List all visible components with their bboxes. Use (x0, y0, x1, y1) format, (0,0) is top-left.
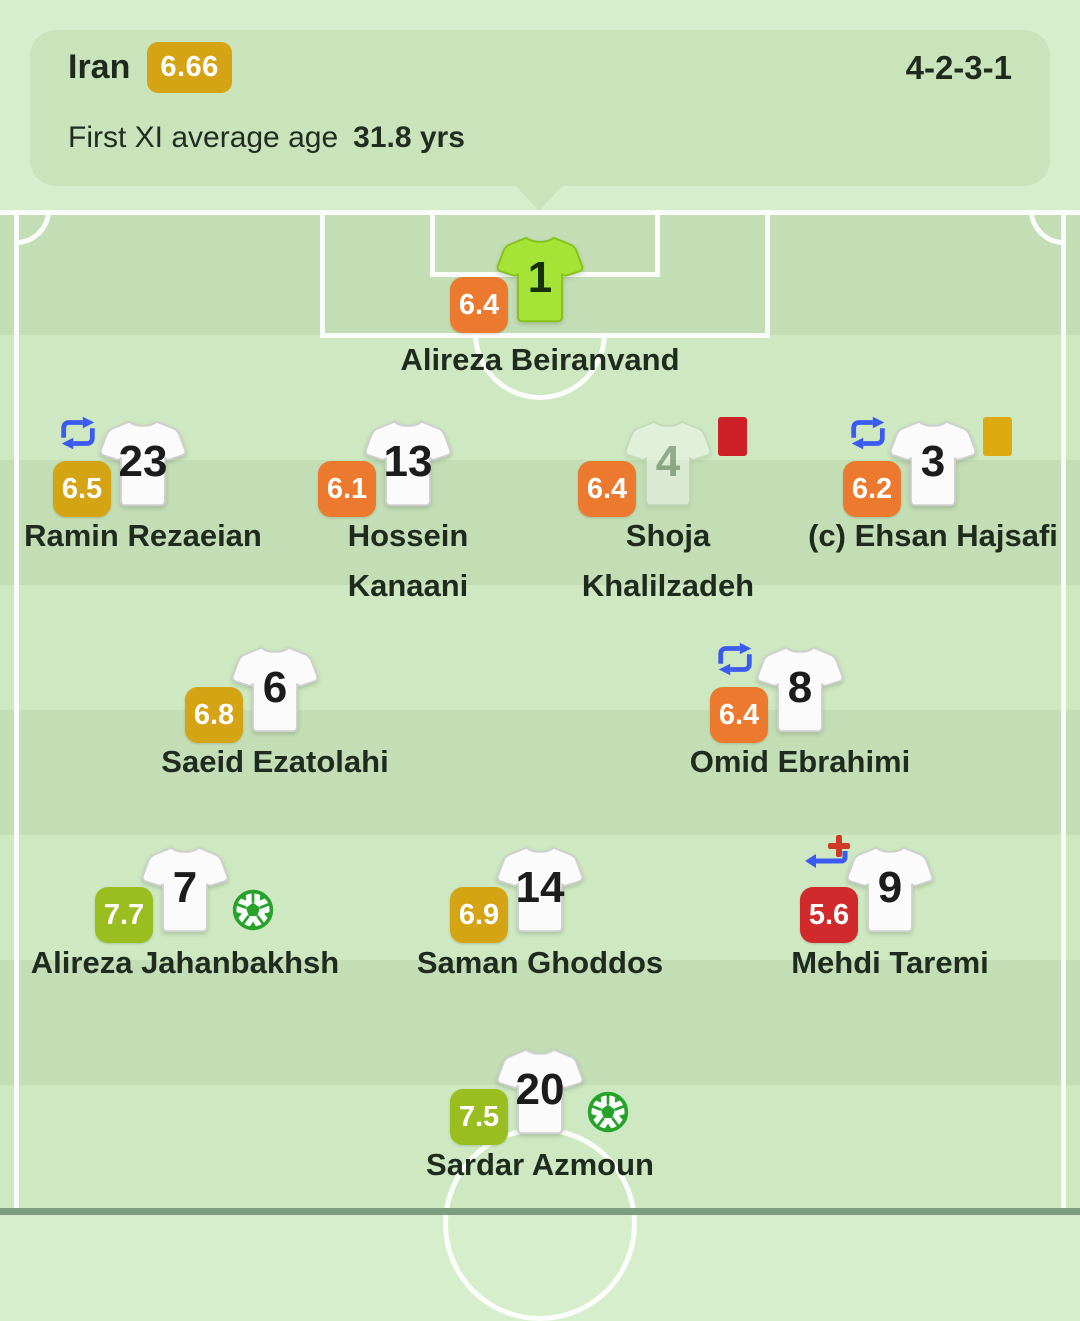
jersey-icon: 8 (756, 646, 844, 733)
player-name: Alireza Beiranvand (400, 342, 680, 377)
goal-ball-icon (587, 1091, 629, 1133)
substitution-icon (718, 642, 752, 676)
player-name: Omid Ebrahimi (689, 744, 911, 779)
player[interactable]: 6.9 14 Saman Ghoddos (370, 843, 710, 1058)
left-touchline (14, 210, 19, 1215)
average-age-label: First XI average age (68, 121, 339, 154)
rating-badge: 7.7 (95, 887, 153, 943)
rating-badge: 6.4 (710, 687, 768, 743)
player[interactable]: 6.4 4 Shoja Khalilzadeh (498, 417, 838, 632)
jersey-icon: 7 (141, 846, 229, 933)
player-name: Shoja Khalilzadeh (581, 518, 755, 603)
player[interactable]: 6.2 3 (c) Ehsan Hajsafi (763, 416, 1080, 632)
rating-badge: 6.4 (578, 461, 636, 517)
rating-badge: 6.5 (53, 461, 111, 517)
lineup-screen: Iran 6.66 4-2-3-1 First XI average age 3… (0, 30, 1080, 1321)
player-name: Alireza Jahanbakhsh (30, 945, 340, 980)
team-header-card: Iran 6.66 4-2-3-1 First XI average age 3… (30, 30, 1050, 186)
jersey-number: 8 (788, 663, 812, 712)
booking-card-icon (718, 417, 747, 456)
player-name: Saman Ghoddos (416, 945, 664, 980)
rating-badge: 6.2 (843, 461, 901, 517)
player[interactable]: 6.4 1 Alireza Beiranvand (370, 233, 710, 448)
rating-badge: 6.1 (318, 461, 376, 517)
right-touchline (1061, 210, 1066, 1215)
player-name: (c) Ehsan Hajsafi (808, 518, 1058, 553)
jersey-icon: 13 (364, 420, 452, 507)
substitution-icon (61, 416, 95, 450)
jersey-number: 3 (921, 437, 945, 486)
player-name: Ramin Rezaeian (24, 518, 262, 553)
player-name: Mehdi Taremi (791, 945, 989, 980)
sub-off-plus-icon (805, 835, 850, 868)
jersey-number: 6 (263, 663, 287, 712)
player-name: Hossein Kanaani (347, 518, 469, 603)
player[interactable]: 6.8 6 Saeid Ezatolahi (105, 643, 445, 858)
jersey-icon: 14 (496, 846, 584, 933)
jersey-number: 1 (528, 253, 552, 302)
team-rating-badge: 6.66 (147, 42, 232, 93)
jersey-icon: 6 (231, 646, 319, 733)
jersey-icon: 23 (99, 420, 187, 507)
formation-label: 4-2-3-1 (905, 49, 1012, 86)
player-name: Saeid Ezatolahi (161, 744, 389, 779)
jersey-icon: 20 (496, 1048, 584, 1135)
pitch (0, 210, 1080, 1321)
team-name: Iran (68, 48, 131, 86)
jersey-number: 14 (516, 863, 565, 912)
jersey-icon: 9 (846, 846, 934, 933)
jersey-icon: 3 (889, 420, 977, 507)
jersey-icon: 4 (624, 420, 712, 507)
jersey-number: 23 (119, 437, 168, 486)
rating-badge: 6.9 (450, 887, 508, 943)
bottom-edge (0, 1208, 1080, 1215)
average-age-value: 31.8 yrs (353, 121, 465, 154)
player[interactable]: 7.5 20 Sardar Azmoun (370, 1045, 710, 1260)
card-pointer (514, 184, 564, 211)
jersey-number: 13 (384, 437, 433, 486)
player-name: Sardar Azmoun (426, 1147, 654, 1182)
rating-badge: 5.6 (800, 887, 858, 943)
player[interactable]: 7.7 7 Alireza Jahanbakhsh (15, 843, 355, 1058)
player[interactable]: 6.5 23 Ramin Rezaeian (0, 416, 313, 632)
jersey-number: 9 (878, 863, 902, 912)
jersey-number: 20 (516, 1065, 565, 1114)
player[interactable]: 6.1 13 Hossein Kanaani (238, 417, 578, 632)
rating-badge: 7.5 (450, 1089, 508, 1145)
player[interactable]: 6.4 8 Omid Ebrahimi (630, 642, 970, 858)
goal-line (0, 210, 1080, 215)
jersey-icon: 1 (496, 236, 584, 323)
rating-badge: 6.8 (185, 687, 243, 743)
goal-ball-icon (232, 889, 274, 931)
player[interactable]: 5.6 9 Mehdi Taremi (720, 835, 1060, 1058)
booking-card-icon (983, 417, 1012, 456)
jersey-number: 4 (656, 437, 681, 486)
jersey-number: 7 (173, 863, 197, 912)
substitution-icon (851, 416, 885, 450)
rating-badge: 6.4 (450, 277, 508, 333)
